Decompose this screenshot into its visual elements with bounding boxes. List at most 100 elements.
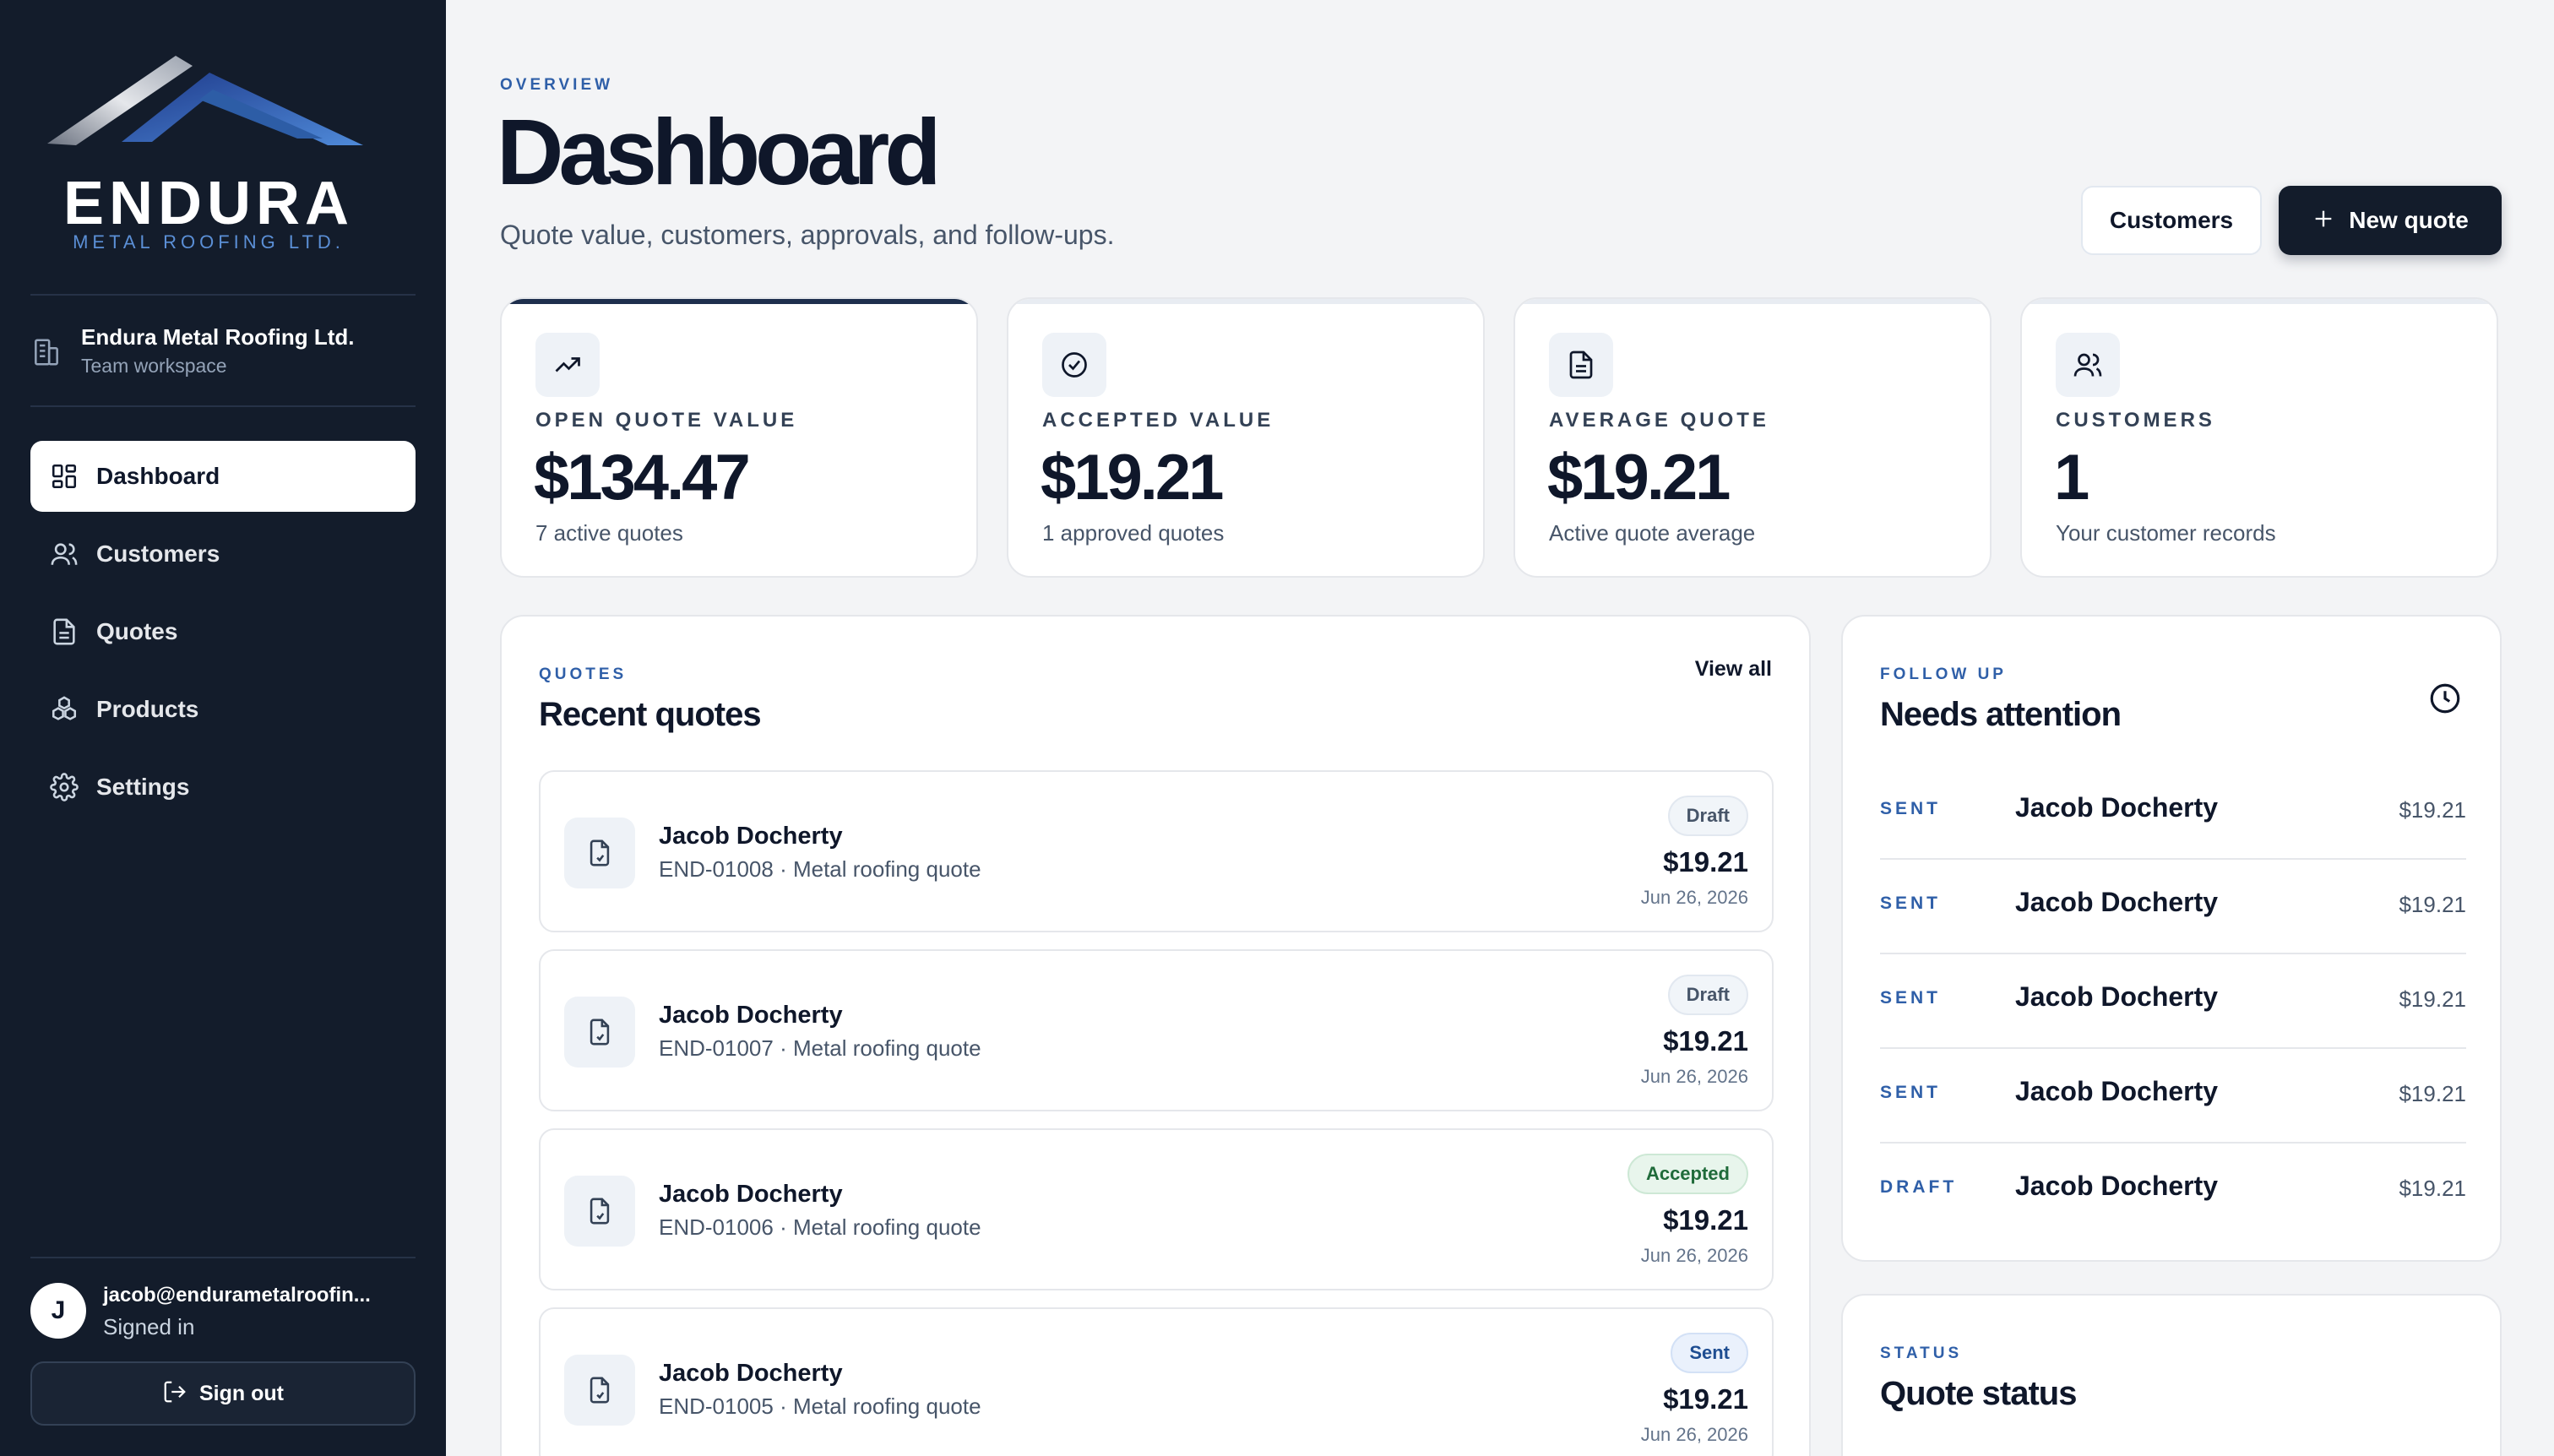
stat-note: Active quote average [1549, 520, 1756, 546]
panel-eyebrow: QUOTES [539, 666, 628, 683]
quote-meta: END-01008 · Metal roofing quote [659, 856, 981, 882]
sidebar-item-label: Quotes [96, 618, 178, 644]
building-icon [30, 336, 62, 368]
attention-amount: $19.21 [2399, 1176, 2466, 1201]
sidebar-item-products[interactable]: Products [30, 674, 416, 745]
quote-meta: END-01007 · Metal roofing quote [659, 1035, 981, 1061]
file-icon [564, 1355, 635, 1426]
sign-out-button[interactable]: Sign out [30, 1361, 416, 1426]
quote-customer: Jacob Docherty [659, 1181, 843, 1208]
grid-icon [49, 461, 79, 492]
quote-row[interactable]: Jacob Docherty END-01007 · Metal roofing… [539, 949, 1774, 1111]
attention-status: DRAFT [1880, 1177, 1958, 1197]
sidebar-item-dashboard[interactable]: Dashboard [30, 441, 416, 512]
quote-amount: $19.21 [1663, 1025, 1748, 1057]
sidebar: ENDURA METAL ROOFING LTD. Endura Metal R… [0, 0, 446, 1456]
stat-card-average-quote: AVERAGE QUOTE $19.21 Active quote averag… [1513, 297, 1992, 578]
user-profile[interactable]: J jacob@endurametalroofin... Signed in [30, 1280, 416, 1339]
attention-status: SENT [1880, 894, 1942, 913]
page-title: Dashboard [497, 101, 942, 204]
attention-amount: $19.21 [2399, 1081, 2466, 1106]
attention-amount: $19.21 [2399, 892, 2466, 917]
status-badge: Sent [1671, 1333, 1748, 1373]
document-icon [49, 617, 79, 647]
stat-note: 1 approved quotes [1042, 520, 1225, 546]
stat-note: Your customer records [2056, 520, 2276, 546]
file-icon [564, 818, 635, 888]
quote-row[interactable]: Jacob Docherty END-01008 · Metal roofing… [539, 770, 1774, 932]
stat-label: ACCEPTED VALUE [1042, 409, 1274, 432]
sidebar-divider [30, 1257, 416, 1258]
sidebar-item-label: Dashboard [96, 463, 220, 489]
page-eyebrow: OVERVIEW [500, 76, 614, 94]
brand-logo[interactable]: ENDURA METAL ROOFING LTD. [44, 51, 373, 253]
stat-card-customers: CUSTOMERS 1 Your customer records [2020, 297, 2498, 578]
sidebar-item-customers[interactable]: Customers [30, 519, 416, 589]
new-quote-button[interactable]: New quote [2279, 186, 2502, 255]
stat-card-accepted-value: ACCEPTED VALUE $19.21 1 approved quotes [1007, 297, 1485, 578]
roof-logo-icon [47, 56, 363, 145]
panel-title: Recent quotes [539, 696, 762, 733]
attention-row[interactable]: SENT Jacob Docherty $19.21 [1880, 765, 2466, 860]
needs-attention-panel: FOLLOW UP Needs attention SENT Jacob Doc… [1841, 615, 2502, 1262]
sidebar-item-quotes[interactable]: Quotes [30, 596, 416, 667]
status-badge: Accepted [1627, 1154, 1748, 1194]
attention-status: SENT [1880, 988, 1942, 1008]
sign-out-label: Sign out [199, 1381, 284, 1405]
attention-customer: Jacob Docherty [2015, 1076, 2219, 1106]
stat-label: OPEN QUOTE VALUE [535, 409, 798, 432]
card-accent-bar [2022, 299, 2497, 304]
quote-customer: Jacob Docherty [659, 823, 843, 850]
recent-quotes-panel: QUOTES Recent quotes View all Jacob Doch… [500, 615, 1811, 1456]
attention-row[interactable]: SENT Jacob Docherty $19.21 [1880, 860, 2466, 954]
attention-status: SENT [1880, 799, 1942, 818]
attention-row[interactable]: DRAFT Jacob Docherty $19.21 [1880, 1144, 2466, 1238]
page-subtitle: Quote value, customers, approvals, and f… [500, 220, 1115, 250]
users-icon [49, 539, 79, 569]
panel-title: Needs attention [1880, 696, 2122, 733]
check-circle-icon [1042, 333, 1106, 397]
sidebar-item-label: Customers [96, 541, 220, 567]
quote-customer: Jacob Docherty [659, 1360, 843, 1387]
workspace-switcher[interactable]: Endura Metal Roofing Ltd. Team workspace [30, 324, 416, 383]
status-badge: Draft [1667, 975, 1748, 1015]
trending-up-icon [535, 333, 600, 397]
stat-value: $19.21 [1041, 442, 1224, 513]
workspace-subtitle: Team workspace [81, 355, 227, 377]
file-icon [564, 1176, 635, 1247]
card-accent-bar [502, 299, 976, 304]
panel-eyebrow: STATUS [1880, 1345, 1963, 1362]
plus-icon [2312, 207, 2335, 235]
sidebar-item-settings[interactable]: Settings [30, 752, 416, 823]
attention-row[interactable]: SENT Jacob Docherty $19.21 [1880, 954, 2466, 1049]
sidebar-divider [30, 405, 416, 407]
row-divider [1880, 1047, 2466, 1049]
quote-row[interactable]: Jacob Docherty END-01005 · Metal roofing… [539, 1307, 1774, 1456]
attention-status: SENT [1880, 1083, 1942, 1102]
stat-value: $134.47 [534, 442, 751, 513]
attention-customer: Jacob Docherty [2015, 792, 2219, 823]
stat-label: AVERAGE QUOTE [1549, 409, 1769, 432]
file-icon [564, 997, 635, 1068]
users-icon [2056, 333, 2120, 397]
avatar: J [30, 1283, 86, 1339]
quote-meta: END-01006 · Metal roofing quote [659, 1214, 981, 1240]
sidebar-item-label: Settings [96, 774, 190, 800]
quote-date: Jun 26, 2026 [1640, 1066, 1748, 1087]
attention-row[interactable]: SENT Jacob Docherty $19.21 [1880, 1049, 2466, 1144]
brand-name: ENDURA [62, 170, 354, 237]
stat-value: 1 [2054, 442, 2089, 513]
quote-row[interactable]: Jacob Docherty END-01006 · Metal roofing… [539, 1128, 1774, 1290]
customers-button[interactable]: Customers [2081, 186, 2262, 255]
cubes-icon [49, 694, 79, 725]
user-email: jacob@endurametalroofin... [103, 1284, 371, 1307]
sidebar-divider [30, 294, 416, 296]
user-status: Signed in [103, 1314, 195, 1339]
attention-customer: Jacob Docherty [2015, 1171, 2219, 1201]
card-accent-bar [1008, 299, 1483, 304]
quote-meta: END-01005 · Metal roofing quote [659, 1394, 981, 1419]
view-all-link[interactable]: View all [1694, 657, 1772, 681]
attention-amount: $19.21 [2399, 797, 2466, 823]
gear-icon [49, 772, 79, 802]
sidebar-item-label: Products [96, 696, 199, 722]
